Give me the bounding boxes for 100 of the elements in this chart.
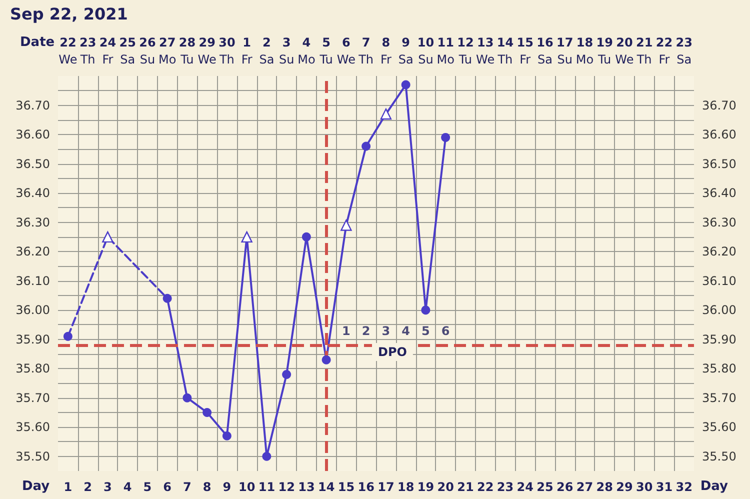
point <box>362 142 371 151</box>
x2-tick-label: 28 Tu <box>178 36 196 66</box>
point <box>162 294 172 303</box>
x-tick-label: 23 <box>496 480 514 494</box>
x-tick-label: 24 <box>516 480 534 494</box>
y-tick-label: 36.70 <box>16 98 50 112</box>
x-tick-label: 15 <box>338 480 355 494</box>
annotation: 1 <box>342 324 350 338</box>
x-tick-label: 9 <box>222 480 232 494</box>
y2-tick-label: 35.70 <box>702 390 736 405</box>
annotation: 6 <box>441 324 450 338</box>
x-tick-label: 28 <box>596 480 613 494</box>
y2-tick-label: 36.00 <box>702 303 736 318</box>
y2-tick-label: 35.80 <box>702 362 736 376</box>
x2-tick-label: 18 Mo <box>576 36 594 66</box>
x2-tick-label: 19 Tu <box>596 36 613 66</box>
x-tick-label: 11 <box>258 480 276 494</box>
y-tick-label: 35.70 <box>16 390 50 405</box>
y-tick-label: 35.50 <box>16 449 50 464</box>
x2-tick-label: 25 Sa <box>119 36 136 66</box>
x-axis-title: Day <box>700 479 729 494</box>
x2-tick-label: 10 Su <box>417 36 434 66</box>
x2-tick-label: 20 We <box>615 36 634 66</box>
point <box>282 370 292 379</box>
x2-tick-label: 5 Tu <box>318 36 333 66</box>
x-tick-label: 3 <box>104 480 112 494</box>
point <box>182 393 192 402</box>
x-tick-label: 8 <box>202 480 212 494</box>
y2-tick-label: 36.20 <box>702 244 736 259</box>
x2-tick-label: 3 Su <box>278 36 294 66</box>
x-tick-label: 26 <box>556 480 574 494</box>
x2-tick-label: 21 Th <box>636 36 653 66</box>
x2-tick-label: 7 Th <box>358 36 374 66</box>
x-tick-label: 1 <box>64 480 72 494</box>
x2-tick-label: 14 Th <box>496 36 514 66</box>
x2-tick-label: 1 Fr <box>241 36 252 66</box>
point <box>421 306 430 315</box>
y2-tick-label: 36.40 <box>702 186 736 200</box>
point <box>241 231 252 243</box>
y-tick-label: 36.50 <box>16 156 50 171</box>
x-tick-label: 31 <box>656 480 673 494</box>
annotation: DPO <box>378 345 407 359</box>
x2-tick-label: 27 Mo <box>158 36 176 66</box>
y2-tick-label: 36.60 <box>702 128 736 142</box>
y2-tick-label: 36.30 <box>702 215 736 230</box>
y-tick-label: 35.80 <box>16 362 50 376</box>
text: Day <box>22 479 50 494</box>
point <box>262 452 272 461</box>
x-tick-label: 30 <box>636 480 653 494</box>
x-tick-label: 19 <box>417 480 434 494</box>
x2-tick-label: 12 Tu <box>457 36 474 66</box>
y2-tick-label: 36.50 <box>702 156 736 171</box>
x2-tick-label: 26 Su <box>139 36 156 66</box>
x-tick-label: 7 <box>183 480 192 494</box>
x2-tick-label: 16 Sa <box>536 36 554 66</box>
point <box>63 332 72 341</box>
x2-tick-label: 30 Th <box>218 36 236 66</box>
x2-tick-label: 23 Th <box>79 36 96 66</box>
x-tick-label: 14 <box>318 480 335 494</box>
x2-tick-label: 2 Sa <box>259 36 274 66</box>
x2-tick-label: 4 Mo <box>298 36 316 66</box>
y-tick-label: 36.30 <box>16 215 50 230</box>
y-tick-label: 36.10 <box>16 274 50 288</box>
annotation: 4 <box>402 324 410 338</box>
x-tick-label: 12 <box>278 480 295 494</box>
annotation: 5 <box>422 324 430 338</box>
chart-title: Sep 22, 2021 <box>10 4 128 24</box>
x2-tick-label: 8 Fr <box>380 36 392 66</box>
x-tick-label: 20 <box>437 480 454 494</box>
x-tick-label: 10 <box>238 480 256 494</box>
y2-tick-label: 36.70 <box>702 98 736 112</box>
point <box>441 132 450 142</box>
x2-tick-label: 22 Fr <box>656 36 673 66</box>
x2-tick-label: 6 We <box>336 36 356 66</box>
x2-tick-label: 29 We <box>198 36 216 66</box>
point <box>222 431 232 440</box>
x-tick-label: 29 <box>616 480 633 494</box>
x-tick-label: 6 <box>163 480 172 494</box>
x-tick-label: 27 <box>576 480 594 494</box>
x2-tick-label: 13 We <box>476 36 495 66</box>
y-tick-label: 36.20 <box>16 244 50 259</box>
x-tick-label: 5 <box>143 480 152 494</box>
y-tick-label: 36.40 <box>16 186 50 200</box>
y2-tick-label: 35.90 <box>702 332 736 346</box>
point <box>401 80 410 90</box>
x-tick-label: 13 <box>298 480 315 494</box>
y-tick-label: 36.00 <box>16 303 50 318</box>
x-tick-label: 32 <box>676 480 692 494</box>
point <box>380 108 392 120</box>
x2-tick-label: 24 Fr <box>99 36 116 66</box>
point <box>340 220 352 231</box>
x-tick-label: 22 <box>476 480 494 494</box>
point <box>202 408 212 417</box>
y-tick-label: 36.60 <box>16 128 50 142</box>
x-tick-label: 25 <box>536 480 554 494</box>
y2-tick-label: 35.60 <box>702 420 736 434</box>
annotation: 2 <box>362 324 370 338</box>
x-tick-label: 18 <box>397 480 414 494</box>
x-tick-label: 4 <box>123 480 132 494</box>
y-tick-label: 35.60 <box>16 420 50 434</box>
